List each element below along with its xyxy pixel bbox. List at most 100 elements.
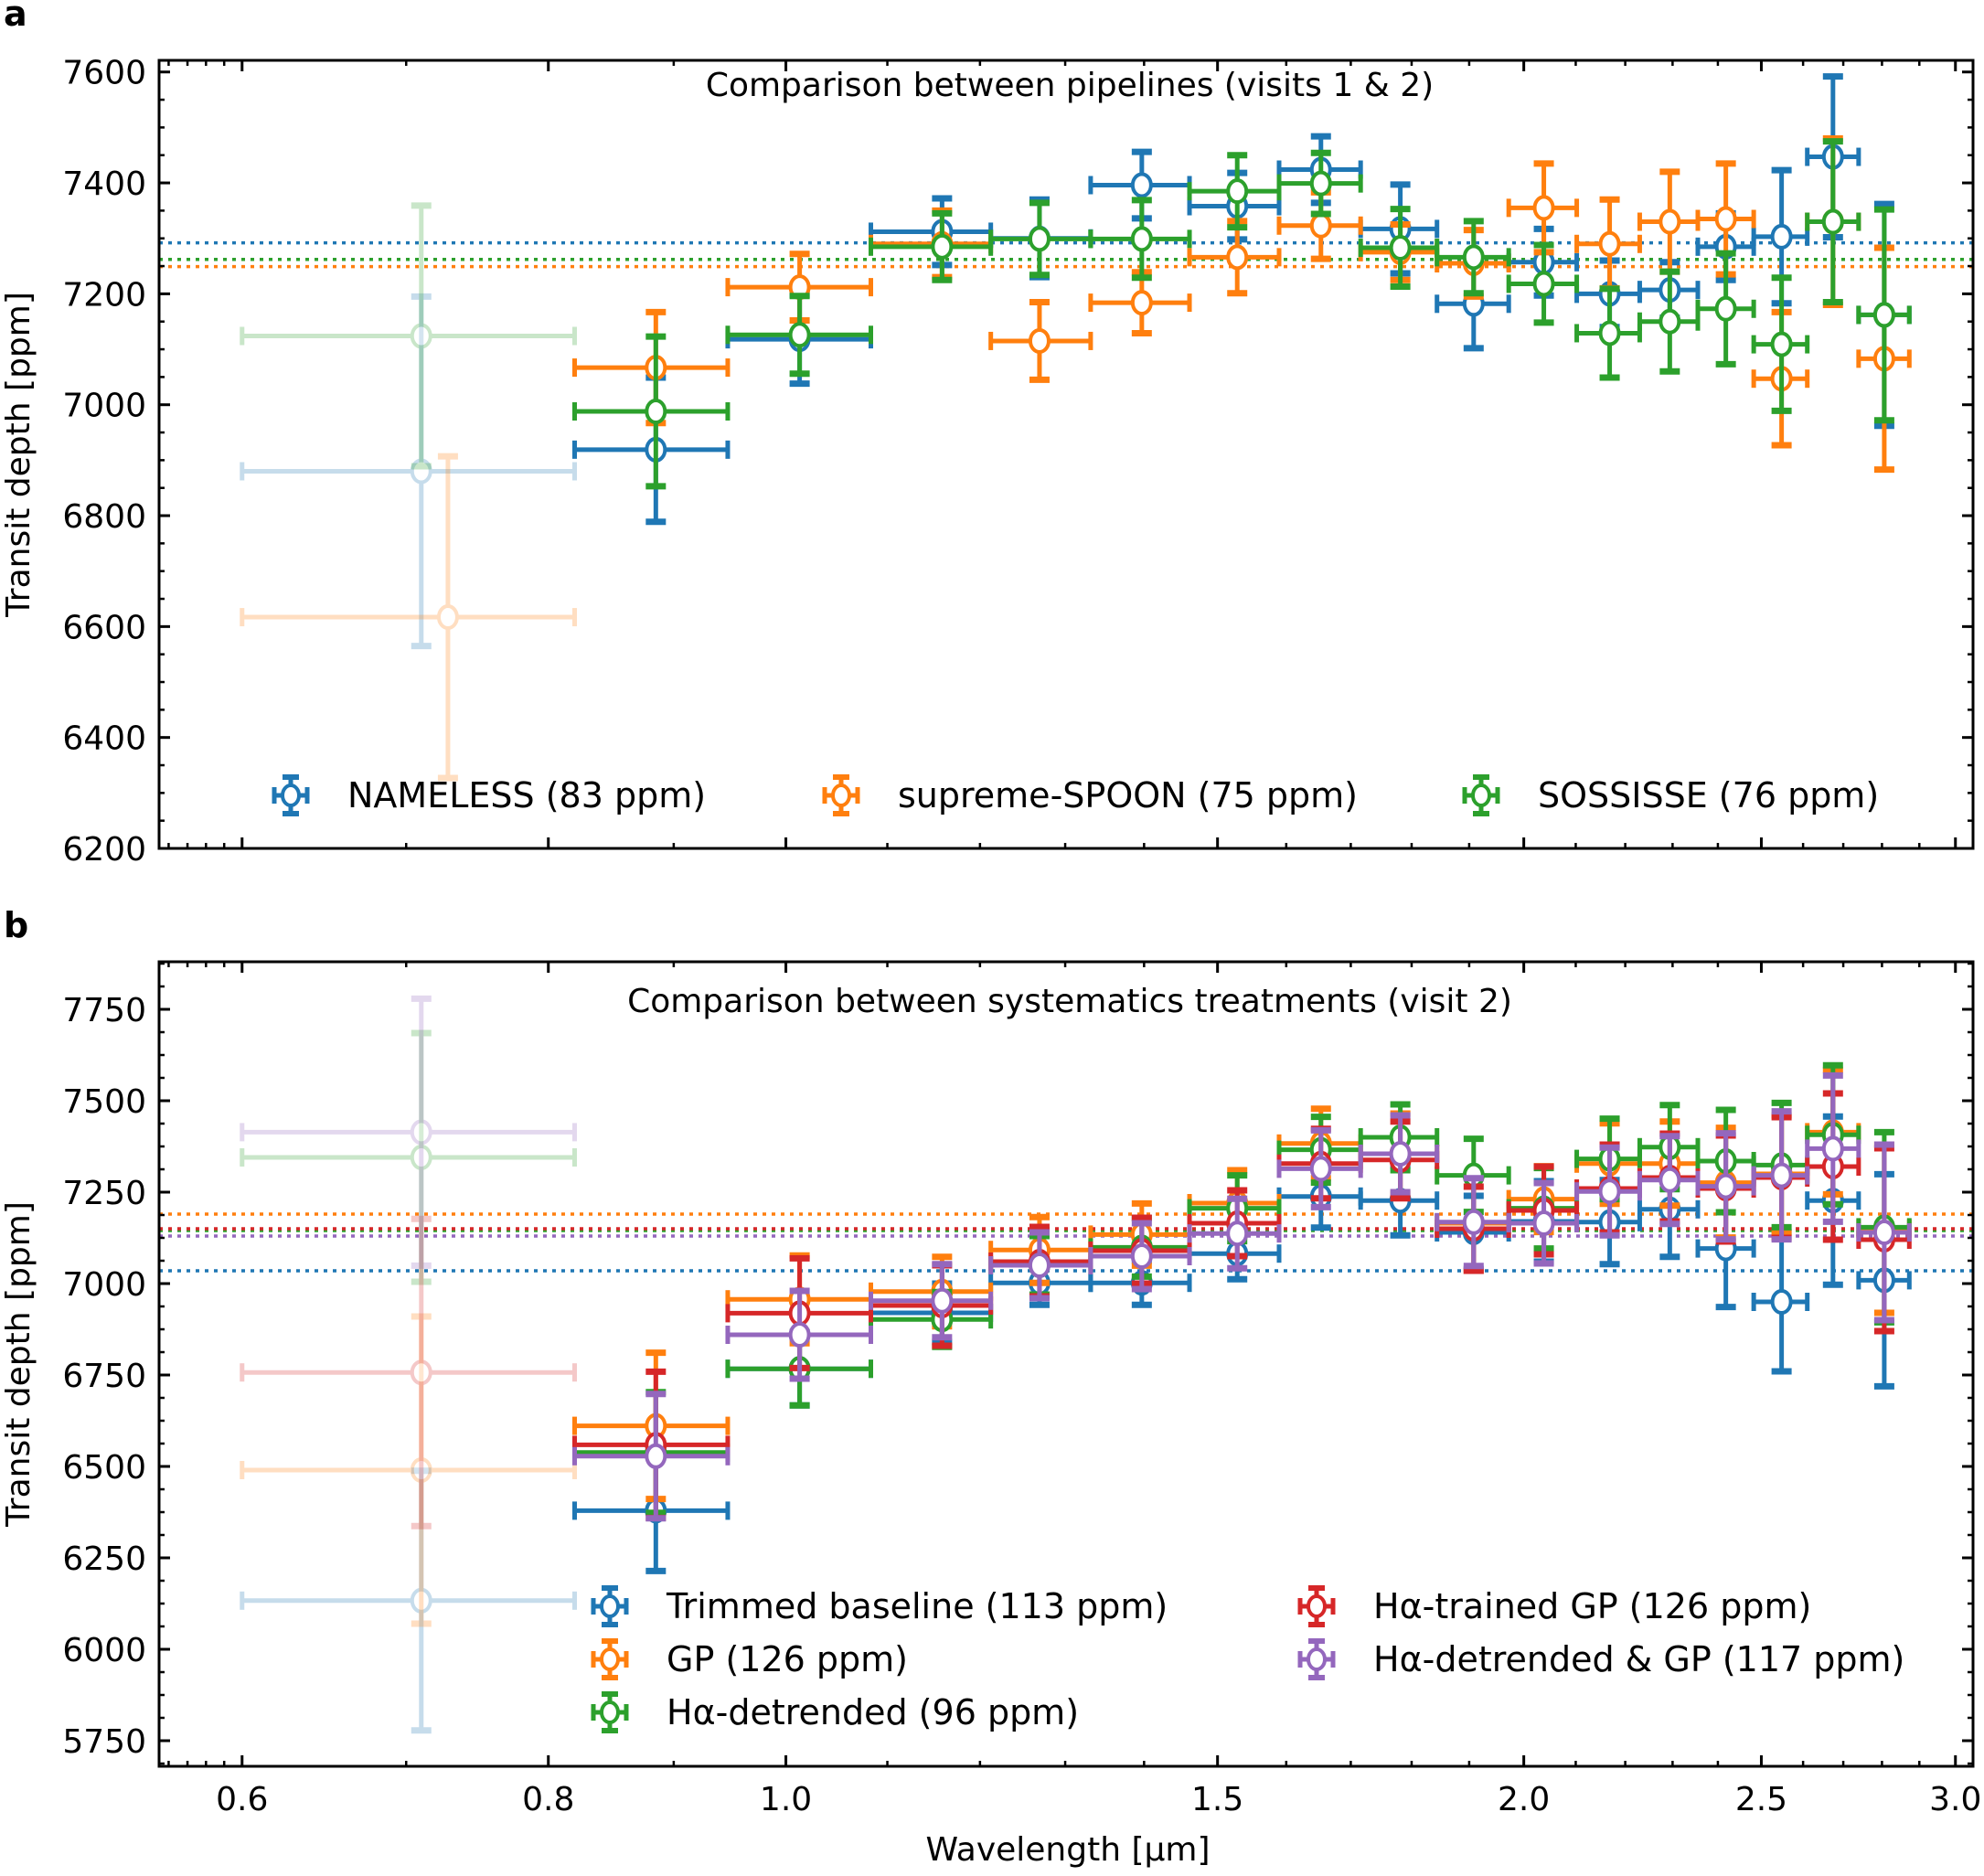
data-point (1637, 1133, 1701, 1228)
data-marker (1821, 1135, 1844, 1162)
legend-item: NAMELESS (83 ppm) (272, 774, 706, 816)
series-4 (240, 995, 1912, 1522)
data-point (571, 1391, 731, 1522)
legend-marker (1471, 783, 1491, 807)
data-point (1856, 206, 1912, 424)
y-tick-label: 6750 (62, 1358, 146, 1395)
data-marker (410, 1587, 432, 1614)
data-point (1506, 241, 1580, 326)
data-marker (1532, 271, 1555, 297)
data-point (240, 995, 577, 1269)
data-marker (1770, 1162, 1793, 1188)
data-point (240, 202, 577, 470)
data-point (1088, 1220, 1192, 1293)
data-marker (645, 1443, 667, 1469)
data-point (868, 1261, 994, 1341)
panel-letter-a: a (4, 0, 27, 34)
data-marker (1770, 1289, 1793, 1315)
axes-frame (157, 59, 1975, 850)
data-point (1187, 218, 1282, 297)
legend-marker-icon (1462, 774, 1500, 816)
data-point (1435, 218, 1511, 297)
data-point (1088, 197, 1192, 282)
legend-marker (1307, 1594, 1327, 1618)
data-point (240, 453, 577, 782)
data-point (1751, 1229, 1810, 1375)
panel-a-axes: 6200 6400 6600 6800 7000 7200 7400 7600 (62, 55, 1975, 869)
data-marker (1872, 1220, 1895, 1245)
data-point (1637, 268, 1701, 375)
panel-a-legend: NAMELESS (83 ppm) supreme-SPOON (75 ppm) S… (272, 774, 1879, 816)
data-marker (1714, 295, 1737, 322)
panel-b-legend: Trimmed baseline (113 ppm) GP (126 ppm) Hα… (591, 1585, 1904, 1733)
data-point (1506, 160, 1580, 256)
panel-b-title: Comparison between systematics treatment… (627, 983, 1512, 1020)
data-point (1805, 1071, 1861, 1225)
series-2 (240, 1029, 1912, 1517)
legend-label: Hα-detrended & GP (117 ppm) (1373, 1639, 1904, 1679)
y-tick-label: 7400 (62, 165, 146, 203)
data-marker (1598, 1178, 1621, 1205)
data-marker (1226, 178, 1249, 205)
data-marker (645, 398, 667, 424)
data-marker (1872, 302, 1895, 328)
data-marker (1226, 244, 1249, 271)
data-point (988, 199, 1093, 279)
legend-marker (600, 1647, 620, 1671)
data-marker (1130, 290, 1153, 316)
panel-a-title: Comparison between pipelines (visits 1 &… (706, 67, 1434, 104)
data-marker (410, 1119, 432, 1146)
data-marker (1309, 212, 1332, 239)
data-point (240, 1467, 577, 1734)
series-1 (240, 1066, 1912, 1627)
data-point (1805, 138, 1861, 305)
data-marker (1770, 223, 1793, 250)
data-point (1358, 1112, 1440, 1196)
data-marker (1389, 1141, 1412, 1167)
legend-label: Hα-trained GP (126 ppm) (1373, 1586, 1811, 1626)
y-tick-label: 6000 (62, 1632, 146, 1669)
panel-a-series (159, 73, 1973, 782)
data-marker (1389, 235, 1412, 261)
data-point (571, 333, 731, 490)
data-point (868, 209, 994, 283)
data-marker (1770, 331, 1793, 357)
data-marker (1462, 244, 1485, 271)
data-marker (1598, 320, 1621, 346)
data-marker (931, 233, 954, 260)
data-point (1574, 1144, 1642, 1239)
data-marker (436, 604, 459, 631)
panel-b-axes: 5750 6000 6250 6500 6750 7000 7250 7500 7750 0.6 0… (62, 960, 1981, 1818)
legend-label: Hα-detrended (96 ppm) (667, 1692, 1079, 1732)
data-marker (1659, 1167, 1681, 1193)
y-tick-label: 7500 (62, 1083, 146, 1121)
legend-label: Trimmed baseline (113 ppm) (666, 1586, 1168, 1626)
data-marker (1028, 327, 1051, 354)
x-tick-label: 2.0 (1498, 1781, 1550, 1818)
data-point (988, 1229, 1093, 1302)
data-marker (788, 322, 811, 348)
series-0 (240, 73, 1912, 650)
legend-marker (600, 1700, 620, 1724)
panel-a-ylabel: Transit depth [ppm] (0, 292, 37, 618)
legend-marker-icon (591, 1585, 629, 1627)
x-tick-label: 0.8 (522, 1781, 574, 1818)
data-point (1187, 152, 1282, 231)
y-tick-label: 7250 (62, 1175, 146, 1212)
legend-label: supreme-SPOON (75 ppm) (898, 775, 1358, 815)
y-tick-label: 5750 (62, 1723, 146, 1761)
data-point (868, 1253, 994, 1330)
data-point (1695, 1130, 1756, 1243)
y-tick-label: 6500 (62, 1449, 146, 1487)
data-marker (1130, 1243, 1153, 1269)
y-tick-label: 7000 (62, 388, 146, 425)
data-marker (1821, 208, 1844, 235)
data-marker (410, 1359, 432, 1386)
data-marker (1598, 230, 1621, 257)
y-tick-label: 6200 (62, 831, 146, 869)
legend-item: Hα-detrended & GP (117 ppm) (1297, 1638, 1904, 1680)
data-point (1751, 1108, 1810, 1243)
data-marker (1714, 1173, 1737, 1199)
legend-marker (600, 1594, 620, 1618)
